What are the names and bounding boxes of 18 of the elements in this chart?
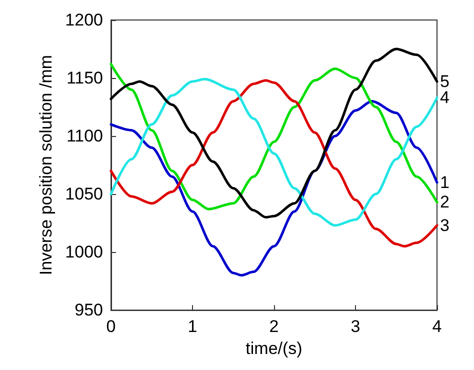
series-label: 3 [440, 216, 450, 235]
series-label: 4 [440, 88, 450, 108]
y-tick-label: 1000 [65, 242, 103, 262]
x-tick-label: 0 [106, 317, 116, 336]
x-axis-title: time/(s) [246, 339, 302, 358]
x-tick-label: 2 [269, 317, 279, 336]
x-tick-label: 4 [432, 317, 442, 336]
y-tick-label: 1100 [66, 126, 103, 146]
y-tick-label: 1200 [65, 10, 103, 30]
y-tick-label: 950 [74, 300, 103, 320]
series-label: 1 [440, 172, 450, 192]
y-axis-title: Inverse position solution /mm [36, 54, 56, 276]
series-label: 5 [440, 72, 450, 91]
y-tick-label: 1150 [66, 68, 103, 88]
y-tick-label: 1050 [65, 184, 103, 204]
x-tick-label: 3 [350, 317, 360, 336]
series-label: 2 [440, 192, 450, 212]
x-tick-label: 1 [188, 317, 198, 336]
